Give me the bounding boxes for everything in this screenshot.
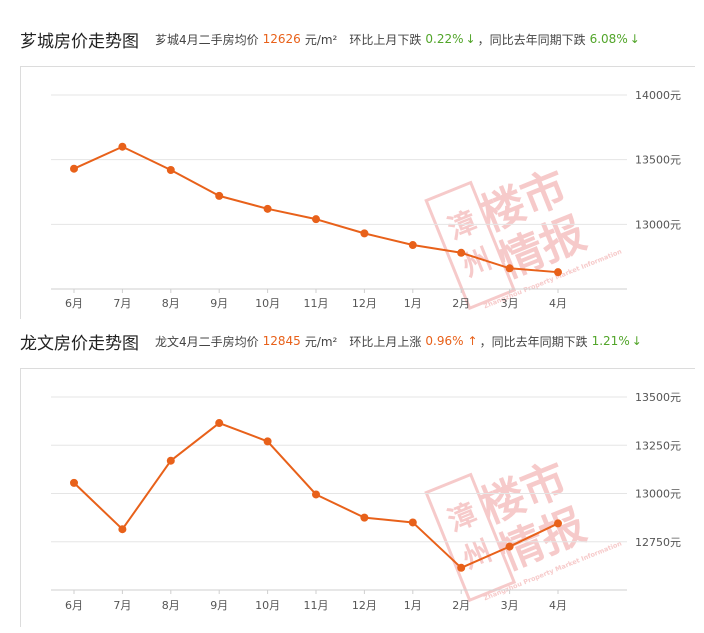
chart2-mom-arrow-icon: ↑ xyxy=(467,334,478,348)
chart1-x-tick-label: 7月 xyxy=(113,297,131,310)
chart2-yoy-value: 1.21% xyxy=(591,334,630,348)
chart2-y-tick-label: 13000元 xyxy=(635,488,681,501)
chart1-summary-prefix: 芗城4月二手房均价 xyxy=(155,32,259,47)
chart2-yoy-label: ，同比去年同期下跌 xyxy=(479,334,588,349)
chart1-watermark-stamp xyxy=(424,180,517,311)
chart2-data-point xyxy=(312,490,320,499)
chart1-data-point xyxy=(457,248,466,257)
chart2-summary-prefix: 龙文4月二手房均价 xyxy=(155,334,259,349)
chart1-mom-arrow-icon: ↓ xyxy=(465,32,476,46)
chart1-data-point xyxy=(70,164,78,173)
chart2-data-point xyxy=(70,478,78,487)
chart1-x-tick-label: 11月 xyxy=(304,297,329,310)
chart2-mom-label: 环比上月上涨 xyxy=(349,334,422,349)
chart1-x-tick-label: 2月 xyxy=(452,297,470,310)
chart1-watermark-side-1: 漳 xyxy=(443,205,481,246)
chart2-mom-value: 0.96% xyxy=(425,334,464,348)
chart2-y-tick-label: 13250元 xyxy=(635,439,681,452)
chart2-watermark-stamp xyxy=(424,472,517,603)
chart2-data-point xyxy=(505,542,514,551)
chart2-price-unit: 元/m² xyxy=(304,334,338,349)
chart1-header: 芗城房价走势图 芗城4月二手房均价 12626 元/m² 环比上月下跌 0.22… xyxy=(20,24,642,54)
chart1-x-tick-label: 8月 xyxy=(162,297,180,310)
chart1-title: 芗城房价走势图 xyxy=(20,31,139,52)
chart2-header: 龙文房价走势图 龙文4月二手房均价 12845 元/m² 环比上月上涨 0.96… xyxy=(20,326,644,356)
chart2-x-tick-label: 6月 xyxy=(65,599,83,612)
chart2-data-point xyxy=(457,563,466,572)
chart1-price-unit: 元/m² xyxy=(304,32,338,47)
chart2-data-point xyxy=(408,518,417,527)
chart1-avg-price: 12626 xyxy=(262,32,301,46)
chart1-data-point xyxy=(263,204,272,213)
chart1-y-tick-label: 13000元 xyxy=(635,218,681,231)
chart2-yoy-arrow-icon: ↓ xyxy=(631,334,642,348)
chart1-data-point xyxy=(505,264,514,273)
chart2-x-tick-label: 8月 xyxy=(162,599,180,612)
chart2-data-point xyxy=(360,513,369,522)
chart1-x-tick-label: 9月 xyxy=(210,297,228,310)
chart1-x-tick-label: 12月 xyxy=(352,297,377,310)
chart2-data-point xyxy=(166,456,175,465)
chart1-x-tick-label: 3月 xyxy=(501,297,519,310)
chart1-panel: 漳州楼市 情报 Zhangzhou Property Market Informat… xyxy=(20,66,695,319)
chart2-x-tick-label: 7月 xyxy=(113,599,131,612)
chart2-x-tick-label: 2月 xyxy=(452,599,470,612)
chart2-data-point xyxy=(263,437,272,446)
chart1-y-tick-label: 14000元 xyxy=(635,89,681,102)
chart2-data-point xyxy=(118,525,127,534)
chart2-data-point xyxy=(554,519,562,528)
chart2-x-tick-label: 3月 xyxy=(501,599,519,612)
chart1-yoy-value: 6.08% xyxy=(589,32,628,46)
chart2-avg-price: 12845 xyxy=(262,334,301,348)
chart2-data-point xyxy=(215,419,224,428)
chart2-x-tick-label: 11月 xyxy=(304,599,329,612)
chart1-mom-value: 0.22% xyxy=(425,32,464,46)
chart2-x-tick-label: 1月 xyxy=(404,599,422,612)
chart1-data-point xyxy=(360,229,369,238)
chart1-yoy-arrow-icon: ↓ xyxy=(629,32,640,46)
chart2-x-tick-label: 10月 xyxy=(255,599,280,612)
chart2-summary: 龙文4月二手房均价 12845 元/m² 环比上月上涨 0.96% ↑ ，同比去… xyxy=(155,333,644,350)
chart1-data-point xyxy=(312,215,320,224)
chart2-x-tick-label: 9月 xyxy=(210,599,228,612)
chart2-panel: 漳州楼市 情报 Zhangzhou Property Market Informat… xyxy=(20,368,695,627)
chart2-y-tick-label: 12750元 xyxy=(635,536,681,549)
chart1-y-tick-label: 13500元 xyxy=(635,154,681,167)
chart1-data-point xyxy=(118,142,127,151)
chart2-x-tick-label: 12月 xyxy=(352,599,377,612)
chart1-yoy-label: ，同比去年同期下跌 xyxy=(477,32,586,47)
chart2-title: 龙文房价走势图 xyxy=(20,333,139,354)
chart1-summary: 芗城4月二手房均价 12626 元/m² 环比上月下跌 0.22% ↓ ，同比去… xyxy=(155,31,642,48)
chart2-watermark-side-1: 漳 xyxy=(443,497,481,538)
chart2-x-tick-label: 4月 xyxy=(549,599,567,612)
chart1-x-tick-label: 1月 xyxy=(404,297,422,310)
chart1-data-point xyxy=(166,166,175,175)
chart1-data-point xyxy=(408,241,417,250)
chart1-mom-label: 环比上月下跌 xyxy=(349,32,422,47)
chart1-x-tick-label: 6月 xyxy=(65,297,83,310)
chart1-data-point xyxy=(215,191,224,200)
chart1-x-tick-label: 4月 xyxy=(549,297,567,310)
chart1-data-point xyxy=(554,268,562,277)
chart2-y-tick-label: 13500元 xyxy=(635,391,681,404)
chart1-x-tick-label: 10月 xyxy=(255,297,280,310)
